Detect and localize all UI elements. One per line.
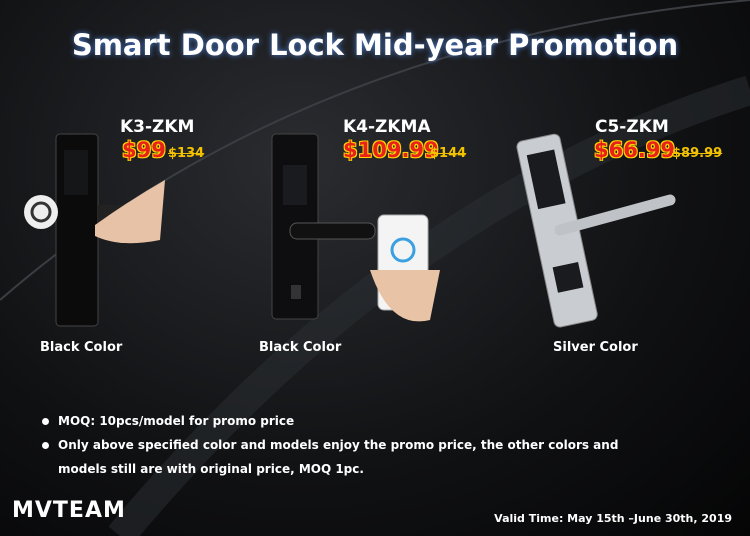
- color-label: Black Color: [40, 340, 123, 355]
- promo-price: $109.99: [343, 138, 440, 163]
- note: MOQ: 10pcs/model for promo price: [58, 414, 295, 428]
- bullet: [42, 442, 49, 449]
- product-name: K4-ZKMA: [343, 117, 431, 137]
- product-name: C5-ZKM: [595, 117, 669, 137]
- old-price: $144: [430, 146, 467, 161]
- old-price: $134: [168, 146, 205, 161]
- logo: MVTEAM: [12, 498, 126, 523]
- old-price: $89.99: [672, 146, 723, 161]
- promo-price: $99: [122, 138, 167, 163]
- promo-price: $66.99: [593, 138, 676, 163]
- product-name: K3-ZKM: [120, 117, 195, 137]
- valid-time: Valid Time: May 15th –June 30th, 2019: [494, 512, 732, 525]
- color-label: Silver Color: [553, 340, 638, 355]
- bullet: [42, 418, 49, 425]
- color-label: Black Color: [259, 340, 342, 355]
- title: Smart Door Lock Mid-year Promotion: [71, 28, 679, 62]
- note: Only above specified color and models en…: [58, 438, 619, 476]
